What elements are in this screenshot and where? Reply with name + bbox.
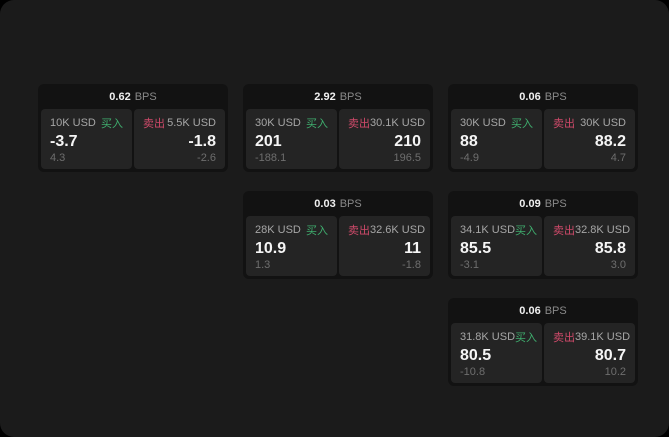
bps-unit-label: BPS: [339, 197, 362, 210]
quote-panels: 31.8K USD 买入 80.5 -10.8 卖出 39.1K USD 80.…: [448, 323, 638, 386]
sell-sub-value: 4.7: [610, 152, 626, 164]
bps-unit-label: BPS: [134, 90, 157, 103]
quote-panels: 28K USD 买入 10.9 1.3 卖出 32.6K USD 11 -1.8: [243, 216, 433, 279]
bps-unit-label: BPS: [339, 90, 362, 103]
buy-panel[interactable]: 30K USD 买入 88 -4.9: [451, 109, 542, 169]
buy-panel[interactable]: 30K USD 买入 201 -188.1: [246, 109, 337, 169]
sell-amount: 32.6K USD: [370, 224, 426, 236]
bps-value: 0.06: [519, 90, 541, 103]
bps-unit-label: BPS: [544, 90, 567, 103]
quote-panels: 30K USD 买入 201 -188.1 卖出 30.1K USD 210 1…: [243, 109, 433, 172]
sell-panel[interactable]: 卖出 5.5K USD -1.8 -2.6: [134, 109, 225, 169]
buy-price: 201: [255, 133, 282, 150]
card-header: 0.62 BPS: [38, 84, 228, 109]
quote-card: 0.06 BPS 30K USD 买入 88 -4.9 卖出 30K USD: [448, 84, 638, 172]
sell-price: -1.8: [188, 133, 216, 150]
buy-sub-value: -4.9: [460, 152, 479, 164]
buy-price: 85.5: [460, 240, 492, 257]
card-header: 0.06 BPS: [448, 84, 638, 109]
sell-panel[interactable]: 卖出 32.8K USD 85.8 3.0: [544, 216, 635, 276]
buy-panel[interactable]: 10K USD 买入 -3.7 4.3: [41, 109, 132, 169]
buy-sub-value: 1.3: [255, 259, 271, 271]
quote-card: 0.06 BPS 31.8K USD 买入 80.5 -10.8 卖出 39.1…: [448, 298, 638, 386]
buy-side-label: 买入: [515, 225, 538, 237]
sell-amount: 32.8K USD: [575, 224, 631, 236]
buy-amount: 34.1K USD: [460, 224, 516, 236]
card-header: 0.06 BPS: [448, 298, 638, 323]
buy-sub-value: -3.1: [460, 259, 479, 271]
sell-amount: 30K USD: [580, 117, 626, 129]
sell-sub-value: 3.0: [610, 259, 626, 271]
buy-amount: 10K USD: [50, 117, 96, 129]
buy-price: 88: [460, 133, 478, 150]
sell-panel[interactable]: 卖出 30K USD 88.2 4.7: [544, 109, 635, 169]
bps-value: 2.92: [314, 90, 336, 103]
sell-side-label: 卖出: [348, 225, 370, 237]
quote-panels: 34.1K USD 买入 85.5 -3.1 卖出 32.8K USD 85.8…: [448, 216, 638, 279]
quote-card: 0.09 BPS 34.1K USD 买入 85.5 -3.1 卖出 32.8K…: [448, 191, 638, 279]
buy-panel[interactable]: 34.1K USD 买入 85.5 -3.1: [451, 216, 542, 276]
sell-side-label: 卖出: [143, 118, 165, 130]
sell-side-label: 卖出: [553, 225, 575, 237]
bps-value: 0.06: [519, 304, 541, 317]
buy-amount: 31.8K USD: [460, 331, 516, 343]
sell-side-label: 卖出: [348, 118, 370, 130]
quote-card-grid: 0.62 BPS 10K USD 买入 -3.7 4.3 卖出 5.5K USD: [38, 84, 638, 386]
sell-sub-value: -1.8: [402, 259, 421, 271]
sell-panel[interactable]: 卖出 30.1K USD 210 196.5: [339, 109, 430, 169]
sell-sub-value: -2.6: [197, 152, 216, 164]
card-header: 2.92 BPS: [243, 84, 433, 109]
buy-side-label: 买入: [101, 118, 123, 130]
sell-price: 11: [404, 240, 421, 257]
buy-amount: 30K USD: [460, 117, 506, 129]
quote-card: 0.62 BPS 10K USD 买入 -3.7 4.3 卖出 5.5K USD: [38, 84, 228, 172]
sell-amount: 30.1K USD: [370, 117, 426, 129]
sell-sub-value: 196.5: [393, 152, 421, 164]
buy-sub-value: 4.3: [50, 152, 66, 164]
buy-panel[interactable]: 28K USD 买入 10.9 1.3: [246, 216, 337, 276]
sell-price: 85.8: [594, 240, 626, 257]
bps-value: 0.03: [314, 197, 336, 210]
buy-price: 80.5: [460, 347, 492, 364]
buy-side-label: 买入: [511, 118, 533, 130]
buy-price: -3.7: [50, 133, 78, 150]
quote-card: 0.03 BPS 28K USD 买入 10.9 1.3 卖出 32.6K US…: [243, 191, 433, 279]
buy-panel[interactable]: 31.8K USD 买入 80.5 -10.8: [451, 323, 542, 383]
buy-sub-value: -188.1: [255, 152, 287, 164]
quote-card: 2.92 BPS 30K USD 买入 201 -188.1 卖出 30.1K …: [243, 84, 433, 172]
card-header: 0.09 BPS: [448, 191, 638, 216]
sell-price: 80.7: [594, 347, 626, 364]
sell-amount: 39.1K USD: [575, 331, 631, 343]
sell-price: 88.2: [594, 133, 626, 150]
buy-side-label: 买入: [306, 118, 328, 130]
card-header: 0.03 BPS: [243, 191, 433, 216]
bps-value: 0.62: [109, 90, 131, 103]
buy-sub-value: -10.8: [460, 366, 486, 378]
bps-unit-label: BPS: [544, 304, 567, 317]
sell-panel[interactable]: 卖出 32.6K USD 11 -1.8: [339, 216, 430, 276]
sell-sub-value: 10.2: [604, 366, 626, 378]
sell-amount: 5.5K USD: [167, 117, 216, 129]
bps-unit-label: BPS: [544, 197, 567, 210]
sell-side-label: 卖出: [553, 332, 575, 344]
sell-panel[interactable]: 卖出 39.1K USD 80.7 10.2: [544, 323, 635, 383]
buy-side-label: 买入: [306, 225, 328, 237]
buy-amount: 30K USD: [255, 117, 301, 129]
buy-amount: 28K USD: [255, 224, 301, 236]
quote-panels: 10K USD 买入 -3.7 4.3 卖出 5.5K USD -1.8 -2.…: [38, 109, 228, 172]
buy-side-label: 买入: [515, 332, 538, 344]
quote-panels: 30K USD 买入 88 -4.9 卖出 30K USD 88.2 4.7: [448, 109, 638, 172]
buy-price: 10.9: [255, 240, 287, 257]
bps-value: 0.09: [519, 197, 541, 210]
sell-price: 210: [394, 133, 421, 150]
sell-side-label: 卖出: [553, 118, 575, 130]
